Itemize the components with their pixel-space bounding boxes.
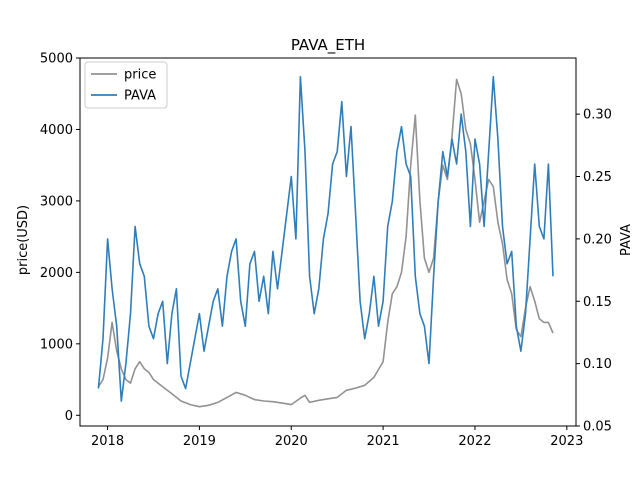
x-tick-label: 2019 [183,434,216,449]
y-left-tick-label: 1000 [40,337,73,352]
y-right-tick-label: 0.20 [583,232,612,247]
legend-label-pava: PAVA [124,89,156,104]
axes-layer: 2018 2019 2020 2021 2022 2023 0 1000 2000 3000 400… [40,52,612,450]
plot-frame [79,57,577,427]
series-layer [97,75,554,408]
legend: price PAVA [84,61,168,109]
y-right-tick-label: 0.25 [583,170,612,185]
y-left-tick-label: 4000 [40,123,73,138]
y-axis-left-label: price(USD) [16,205,31,275]
x-tick-label: 2018 [91,434,124,449]
y-right-tick-label: 0.30 [583,108,612,123]
x-tick-label: 2022 [458,434,491,449]
x-tick-label: 2023 [550,434,583,449]
x-tick-label: 2021 [367,434,400,449]
y-left-tick-label: 3000 [40,194,73,209]
y-right-tick-label: 0.05 [583,420,612,435]
y-left-tick-label: 0 [65,409,73,424]
y-right-tick-label: 0.15 [583,295,612,310]
series-line-price [97,78,554,408]
legend-label-price: price [124,68,156,83]
y-right-tick-label: 0.10 [583,357,612,372]
y-left-tick-label: 2000 [40,266,73,281]
x-tick-label: 2020 [275,434,308,449]
y-axis-right-label: PAVA [619,224,634,256]
chart-title: PAVA_ETH [291,36,365,55]
series-line-pava [97,75,554,402]
y-left-tick-label: 5000 [40,52,73,67]
